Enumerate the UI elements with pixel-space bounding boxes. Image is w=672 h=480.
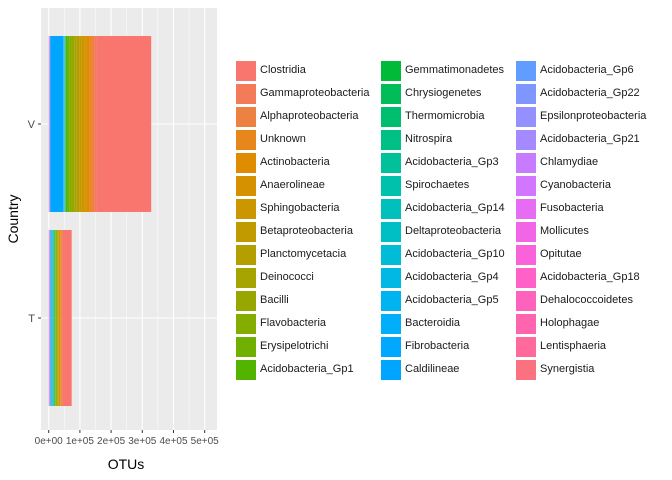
- bars: [48, 36, 152, 406]
- y-tick-label: T: [28, 313, 35, 325]
- bar-segment: [91, 36, 95, 212]
- x-tick-label: 1e+05: [66, 436, 95, 447]
- bar-segment: [96, 36, 152, 212]
- axes: 0e+00 1e+05 2e+05 3e+05 4e+05 5e+05 T V: [28, 119, 220, 447]
- bar-segment: [56, 230, 57, 406]
- bar-segment: [84, 36, 87, 212]
- bar-segment: [89, 36, 92, 212]
- bar-segment: [55, 230, 56, 406]
- bar-segment: [74, 36, 77, 212]
- bar-segment: [71, 36, 75, 212]
- x-tick-label: 4e+05: [159, 436, 188, 447]
- bar-segment: [58, 230, 60, 406]
- bar-segment: [61, 230, 63, 406]
- bar-segment: [57, 230, 59, 406]
- x-tick-label: 3e+05: [128, 436, 157, 447]
- bar-segment: [58, 230, 59, 406]
- bar-segment: [59, 230, 61, 406]
- x-tick-label: 2e+05: [97, 436, 126, 447]
- bar-segment: [62, 230, 72, 406]
- bar-segment: [55, 230, 57, 406]
- bar-segment: [81, 36, 85, 212]
- y-tick-label: V: [28, 119, 36, 131]
- bar-segment: [60, 230, 61, 406]
- x-tick-label: 5e+05: [191, 436, 220, 447]
- bar-segment: [56, 230, 58, 406]
- bar-segment: [76, 36, 80, 212]
- bar-segment: [67, 36, 70, 212]
- bar-segment: [86, 36, 90, 212]
- bar-segment: [61, 230, 62, 406]
- bar-segment: [50, 36, 64, 212]
- y-axis-title: Country: [5, 194, 21, 243]
- x-axis-title: OTUs: [108, 456, 145, 472]
- bar-segment: [69, 36, 72, 212]
- bar-segment: [65, 36, 68, 212]
- bar-segment: [79, 36, 82, 212]
- x-tick-label: 0e+00: [35, 436, 64, 447]
- bar-segment: [94, 36, 97, 212]
- bar-segment: [60, 230, 62, 406]
